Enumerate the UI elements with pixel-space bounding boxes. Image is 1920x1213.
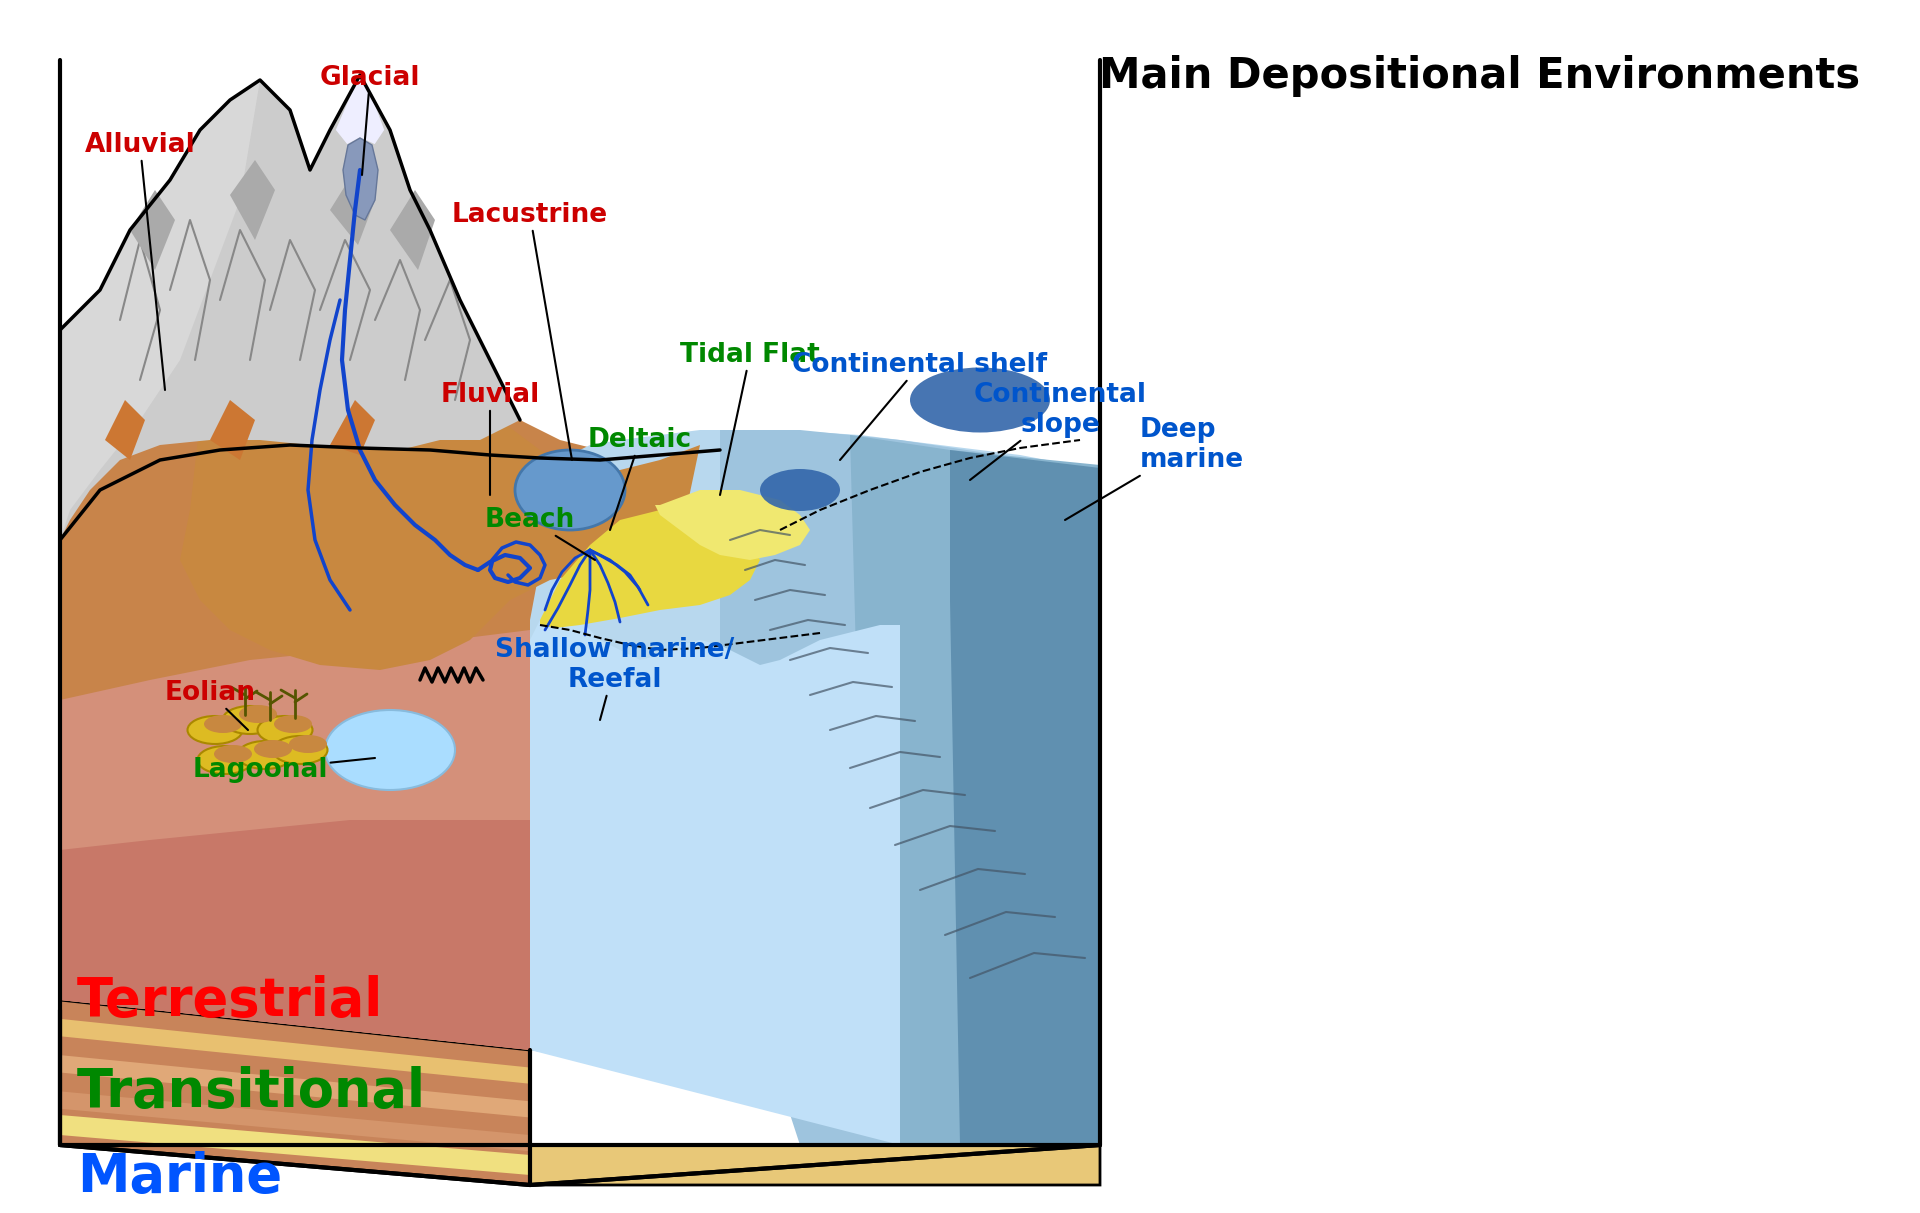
Polygon shape [106, 400, 146, 460]
Text: Shallow marine/
Reefal: Shallow marine/ Reefal [495, 637, 735, 721]
Polygon shape [60, 1019, 530, 1083]
Ellipse shape [253, 740, 292, 758]
Ellipse shape [760, 469, 841, 511]
Polygon shape [60, 80, 1100, 1145]
Text: Lacustrine: Lacustrine [451, 203, 609, 460]
Ellipse shape [188, 716, 242, 744]
Text: Continental shelf: Continental shelf [793, 352, 1048, 460]
Text: Beach: Beach [486, 507, 595, 560]
Ellipse shape [238, 741, 292, 769]
Text: Deltaic: Deltaic [588, 427, 691, 530]
Polygon shape [209, 400, 255, 460]
Ellipse shape [275, 714, 311, 733]
Polygon shape [60, 1000, 530, 1185]
Polygon shape [950, 450, 1100, 1145]
Polygon shape [851, 435, 1100, 1145]
Text: Eolian: Eolian [165, 680, 255, 730]
Polygon shape [540, 509, 760, 628]
Polygon shape [60, 1055, 530, 1117]
Ellipse shape [204, 714, 242, 733]
Polygon shape [655, 490, 810, 560]
Polygon shape [530, 429, 1100, 1145]
Text: Transitional: Transitional [77, 1066, 426, 1117]
Text: Continental
slope: Continental slope [970, 382, 1146, 480]
Ellipse shape [910, 368, 1050, 433]
Polygon shape [60, 1092, 530, 1151]
Polygon shape [60, 820, 530, 1050]
Ellipse shape [515, 450, 626, 530]
Polygon shape [344, 138, 378, 220]
Ellipse shape [290, 735, 326, 753]
Text: Main Depositional Environments: Main Depositional Environments [1100, 55, 1860, 97]
Polygon shape [60, 75, 520, 540]
Polygon shape [230, 160, 275, 240]
Ellipse shape [257, 716, 313, 744]
Text: Tidal Flat: Tidal Flat [680, 342, 820, 495]
Text: Glacial: Glacial [321, 66, 420, 175]
Polygon shape [330, 170, 374, 245]
Ellipse shape [198, 746, 253, 774]
Polygon shape [60, 1115, 530, 1175]
Ellipse shape [213, 745, 252, 763]
Text: Deep
marine: Deep marine [1066, 417, 1244, 520]
Polygon shape [530, 590, 900, 1145]
Text: Fluvial: Fluvial [440, 382, 540, 495]
Text: Lagoonal: Lagoonal [192, 757, 374, 784]
Polygon shape [60, 630, 530, 1050]
Polygon shape [720, 429, 1100, 1145]
Polygon shape [330, 400, 374, 455]
Ellipse shape [238, 705, 276, 723]
Polygon shape [60, 80, 259, 540]
Polygon shape [334, 75, 386, 146]
Polygon shape [131, 190, 175, 270]
Ellipse shape [223, 706, 278, 734]
Ellipse shape [324, 710, 455, 790]
Polygon shape [60, 1145, 1100, 1185]
Ellipse shape [273, 736, 328, 764]
Text: Alluvial: Alluvial [84, 132, 196, 391]
Text: Terrestrial: Terrestrial [77, 975, 384, 1026]
Polygon shape [180, 380, 701, 670]
Text: Marine: Marine [77, 1151, 282, 1202]
Polygon shape [390, 190, 436, 270]
